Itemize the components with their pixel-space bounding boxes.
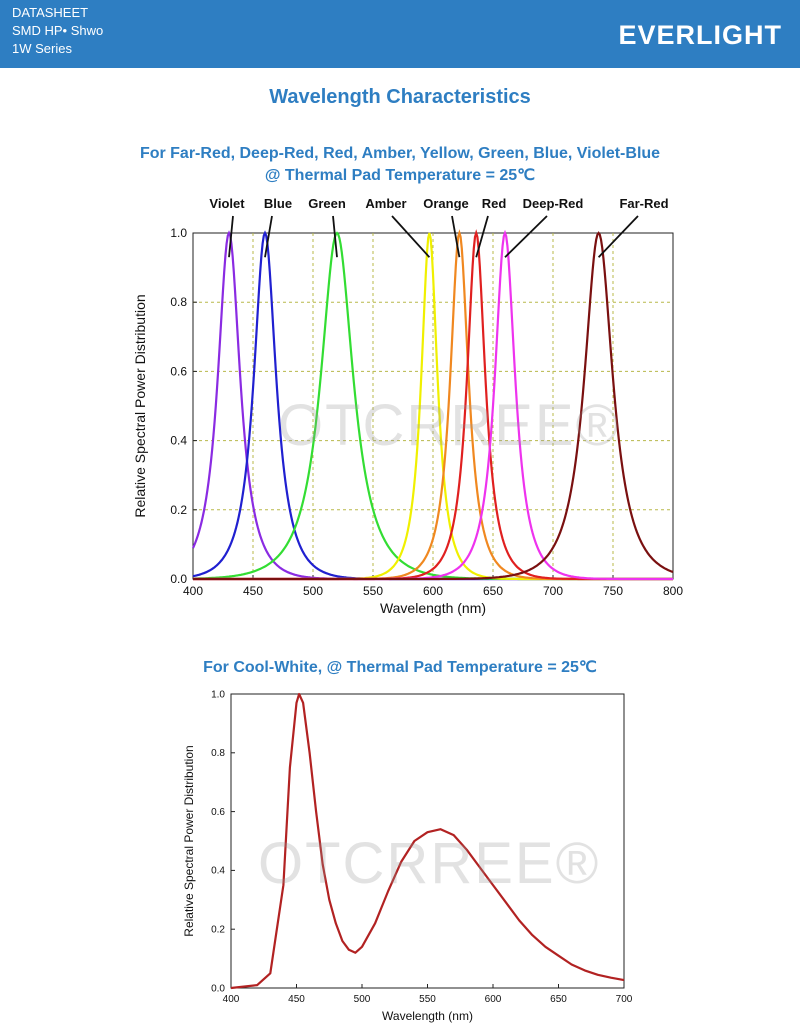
series-name: 1W Series <box>12 41 72 56</box>
series-arrow-blue <box>264 215 273 258</box>
y-tick-label: 1.0 <box>211 689 225 700</box>
series-arrow-violet <box>228 215 234 258</box>
chart2-heading: For Cool-White, @ Thermal Pad Temperatur… <box>203 659 597 676</box>
series-line-far-red <box>193 231 674 581</box>
y-tick-label: 0.6 <box>211 807 225 818</box>
series-arrow-green <box>332 215 338 258</box>
x-tick-label: 550 <box>419 994 436 1005</box>
series-label-orange: Orange <box>423 196 469 211</box>
series-arrow-orange <box>451 215 461 258</box>
x-tick-label: 600 <box>423 584 443 598</box>
header-text-block: DATASHEET SMD HP• Shwo 1W Series <box>12 4 103 58</box>
y-tick-label: 0.8 <box>211 748 225 759</box>
page-title: Wavelength Characteristics <box>269 86 531 108</box>
series-arrow-deep-red <box>504 215 548 258</box>
y-tick-label: 0.4 <box>211 866 225 877</box>
series-label-violet: Violet <box>209 196 245 211</box>
x-tick-label: 600 <box>485 994 502 1005</box>
datasheet-header: DATASHEET SMD HP• Shwo 1W Series EVERLIG… <box>0 0 800 68</box>
cool-white-spectrum-chart: 400 450 500 550 600 650 700 0.0 0.2 0.4 0.6 0.8 1.0 W… <box>182 689 633 1023</box>
chart1-heading-line1: For Far-Red, Deep-Red, Red, Amber, Yello… <box>139 145 661 162</box>
x-tick-label: 700 <box>543 584 563 598</box>
y-tick-label: 0.8 <box>170 295 187 309</box>
x-tick-label: 400 <box>183 584 203 598</box>
x-axis-label: Wavelength (nm) <box>380 600 486 616</box>
series-arrow-far-red <box>597 215 639 258</box>
product-name: SMD HP• Shwo <box>12 23 104 38</box>
plot-frame <box>230 693 625 989</box>
series-label-deep-red: Deep-Red <box>523 196 584 211</box>
series-label-green: Green <box>308 196 346 211</box>
x-tick-label: 700 <box>616 994 633 1005</box>
chart1-heading: For Far-Red, Deep-Red, Red, Amber, Yello… <box>0 143 800 187</box>
series-line-cool-white <box>230 692 625 990</box>
series-label-amber: Amber <box>365 196 406 211</box>
x-tick-label: 450 <box>288 994 305 1005</box>
x-tick-label: 800 <box>663 584 683 598</box>
x-tick-label: 500 <box>354 994 371 1005</box>
x-tick-label: 550 <box>363 584 383 598</box>
color-spectrum-chart: 400 450 500 550 600 650 700 750 800 0.0 0.2 0.4 0.6 0… <box>132 196 683 616</box>
series-label-blue: Blue <box>264 196 292 211</box>
everlight-logo: EVERLIGHT <box>618 20 782 50</box>
series-label-red: Red <box>482 196 507 211</box>
y-axis-label: Relative Spectral Power Distribution <box>182 745 196 936</box>
x-tick-label: 650 <box>550 994 567 1005</box>
series-label-far-red: Far-Red <box>619 196 668 211</box>
series-arrow-amber <box>391 215 431 258</box>
y-tick-label: 0.2 <box>170 503 187 517</box>
x-axis-label: Wavelength (nm) <box>382 1009 473 1023</box>
series-arrow-red <box>475 215 489 258</box>
y-tick-label: 0.2 <box>211 925 225 936</box>
x-tick-label: 750 <box>603 584 623 598</box>
x-tick-label: 450 <box>243 584 263 598</box>
y-tick-label: 0.0 <box>170 572 187 586</box>
y-tick-label: 0.4 <box>170 434 187 448</box>
chart1-heading-line2: @ Thermal Pad Temperature = 25℃ <box>264 167 536 184</box>
datasheet-label: DATASHEET <box>12 5 89 20</box>
y-tick-label: 0.0 <box>211 983 225 994</box>
x-tick-label: 400 <box>223 994 240 1005</box>
y-tick-label: 1.0 <box>170 226 187 240</box>
y-axis-label: Relative Spectral Power Distribution <box>132 294 148 517</box>
x-tick-label: 650 <box>483 584 503 598</box>
x-tick-label: 500 <box>303 584 323 598</box>
y-tick-label: 0.6 <box>170 364 187 378</box>
